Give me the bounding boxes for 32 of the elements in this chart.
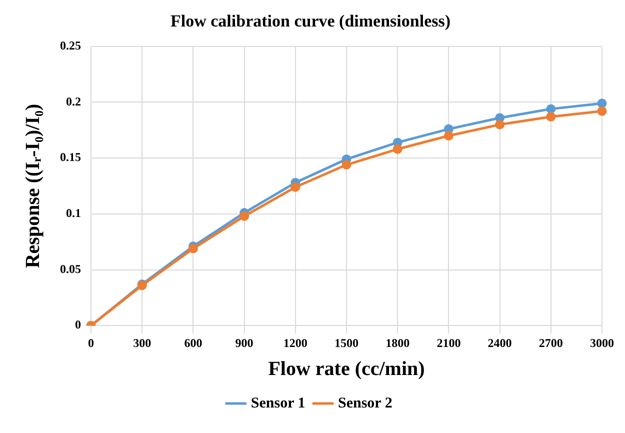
legend-label: Sensor 2	[338, 395, 392, 412]
chart-title: Flow calibration curve (dimensionless)	[170, 12, 451, 31]
legend-label: Sensor 1	[250, 395, 306, 412]
point	[290, 182, 300, 192]
x-tick-label: 600	[184, 336, 202, 350]
x-tick-label: 3000	[590, 336, 614, 350]
x-tick-label: 300	[133, 336, 152, 350]
x-tick-label: 0	[88, 336, 94, 350]
point	[342, 160, 352, 170]
y-tick-label: 0.25	[60, 38, 81, 52]
y-axis-title: Response ((Iᵣ-I₀)/I₀)	[22, 104, 44, 268]
point	[240, 211, 250, 221]
point	[444, 130, 454, 140]
point	[495, 120, 505, 130]
point	[597, 98, 607, 108]
y-tick-label: 0.05	[60, 262, 81, 276]
x-tick-label: 1800	[386, 336, 410, 350]
x-tick-label: 1500	[334, 336, 358, 350]
x-tick-label: 900	[235, 336, 254, 350]
y-tick-label: 0	[75, 318, 81, 332]
x-tick-label: 1200	[283, 336, 308, 350]
x-tick-label: 2100	[436, 336, 461, 350]
x-tick-label: 2400	[488, 336, 512, 350]
x-tick-label: 2700	[538, 336, 563, 350]
point	[546, 112, 556, 122]
point	[392, 144, 402, 154]
point	[546, 104, 556, 114]
point	[597, 106, 607, 116]
x-axis-title: Flow rate (cc/min)	[268, 358, 425, 380]
y-tick-label: 0.1	[66, 206, 81, 220]
y-tick-label: 0.15	[60, 150, 81, 164]
y-tick-label: 0.2	[66, 94, 81, 108]
